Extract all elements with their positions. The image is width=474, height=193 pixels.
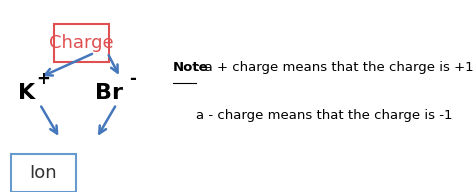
- Text: Br: Br: [95, 83, 123, 103]
- FancyBboxPatch shape: [55, 24, 109, 62]
- Text: Charge: Charge: [49, 34, 114, 52]
- FancyBboxPatch shape: [10, 154, 76, 192]
- Text: -: -: [129, 70, 137, 88]
- Text: K: K: [18, 83, 36, 103]
- Text: +: +: [36, 70, 50, 88]
- Text: Note: Note: [173, 61, 209, 74]
- Text: Ion: Ion: [29, 164, 57, 182]
- Text: a - charge means that the charge is -1: a - charge means that the charge is -1: [196, 109, 452, 122]
- Text: : a + charge means that the charge is +1: : a + charge means that the charge is +1: [196, 61, 474, 74]
